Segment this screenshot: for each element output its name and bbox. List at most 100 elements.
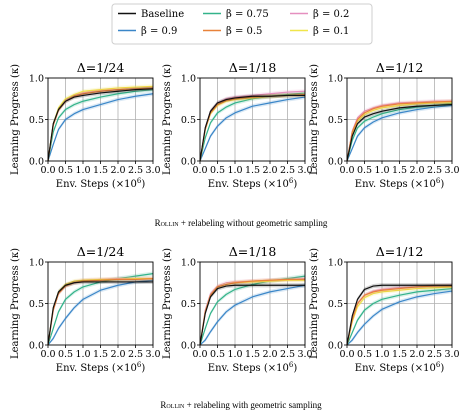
legend-label: β = 0.9	[141, 26, 177, 37]
series-line	[346, 285, 452, 346]
legend-entry: β = 0.5	[203, 26, 262, 37]
x-tick-label: 2.5	[280, 165, 295, 176]
caption-top: Rollin + relabeling without geometric sa…	[155, 218, 328, 228]
y-tick-label: 0.0	[29, 157, 44, 168]
x-tick-label: 2.0	[110, 165, 125, 176]
series-line	[346, 286, 453, 346]
x-axis-label-exp: 6	[436, 177, 441, 185]
series-line	[47, 93, 154, 162]
x-axis-label: Env. Steps (×106)	[56, 361, 146, 374]
x-tick-label: 3.0	[297, 165, 312, 176]
y-tick-label: 0.5	[29, 299, 44, 310]
x-axis-label: Env. Steps (×106)	[355, 177, 445, 190]
x-axis-label-end: )	[141, 179, 145, 190]
x-tick-label: 1.5	[392, 349, 407, 360]
caption-top-rest: + relabeling without geometric sampling	[179, 218, 328, 228]
series-line	[199, 96, 306, 162]
x-axis-label-end: )	[440, 363, 444, 374]
y-tick-label: 0.0	[328, 157, 343, 168]
y-axis-label: Learning Progress (κ)	[162, 248, 173, 359]
y-tick-label: 1.0	[29, 74, 44, 85]
x-tick-label: 0.5	[357, 165, 372, 176]
x-axis-label-main: Env. Steps (×10	[208, 179, 289, 190]
x-tick-label: 0.0	[192, 165, 207, 176]
series-line	[346, 103, 453, 162]
series-band	[200, 95, 305, 161]
x-tick-label: 1.5	[93, 349, 108, 360]
chart-panel: 0.0 0.5 1.0 1.5 2.0 2.5 3.00.00.51.0Δ=1/18Env.…	[162, 60, 313, 190]
series-band	[48, 91, 153, 161]
series-band	[347, 103, 452, 161]
x-tick-label: 0.0	[339, 165, 354, 176]
caption-bottom: Rollin + relabeling with geometric sampl…	[160, 400, 322, 410]
legend-label: β = 0.2	[313, 9, 349, 20]
x-tick-label: 2.5	[280, 349, 295, 360]
x-tick-label: 1.0	[227, 349, 242, 360]
x-axis-label-main: Env. Steps (×10	[355, 363, 436, 374]
series-band	[48, 271, 153, 345]
legend-label: Baseline	[141, 9, 184, 20]
x-tick-label: 2.0	[262, 165, 277, 176]
x-tick-label: 0.0	[40, 165, 55, 176]
x-tick-label: 1.5	[392, 165, 407, 176]
x-axis-label-exp: 6	[436, 361, 441, 369]
x-axis-label: Env. Steps (×106)	[355, 361, 445, 374]
x-axis-label-exp: 6	[137, 177, 142, 185]
y-axis-label: Learning Progress (κ)	[162, 64, 173, 175]
x-axis-label-exp: 6	[289, 361, 294, 369]
y-tick-label: 0.0	[328, 341, 343, 352]
x-axis-label-exp: 6	[137, 361, 142, 369]
x-axis-label: Env. Steps (×106)	[56, 177, 146, 190]
y-tick-label: 1.0	[181, 258, 196, 269]
y-axis-label: Learning Progress (κ)	[10, 64, 21, 175]
x-tick-label: 0.5	[58, 165, 73, 176]
y-tick-label: 0.5	[181, 115, 196, 126]
x-axis-label-end: )	[293, 179, 297, 190]
y-axis-label: Learning Progress (κ)	[309, 248, 320, 359]
x-tick-label: 1.5	[93, 165, 108, 176]
y-tick-label: 1.0	[328, 74, 343, 85]
y-tick-label: 0.5	[328, 299, 343, 310]
legend-label: β = 0.5	[226, 26, 262, 37]
chart-panel: 0.0 0.5 1.0 1.5 2.0 2.5 3.00.00.51.0Δ=1/24Env.…	[10, 244, 161, 374]
x-tick-label: 1.0	[75, 165, 90, 176]
series-line	[47, 273, 154, 346]
legend-entry: Baseline	[118, 9, 184, 20]
x-tick-label: 1.0	[374, 349, 389, 360]
x-tick-label: 1.0	[75, 349, 90, 360]
x-tick-label: 3.0	[444, 165, 459, 176]
x-tick-label: 0.5	[210, 349, 225, 360]
x-axis-label: Env. Steps (×106)	[208, 177, 298, 190]
x-tick-label: 0.5	[210, 165, 225, 176]
x-axis-label-main: Env. Steps (×10	[56, 179, 137, 190]
x-tick-label: 0.5	[357, 349, 372, 360]
legend-entry: β = 0.75	[203, 9, 269, 20]
chart-panel: 0.0 0.5 1.0 1.5 2.0 2.5 3.00.00.51.0Δ=1/18Env.…	[162, 244, 313, 374]
chart-panel: 0.0 0.5 1.0 1.5 2.0 2.5 3.00.00.51.0Δ=1/24Env.…	[10, 60, 161, 190]
x-axis-label-exp: 6	[289, 177, 294, 185]
chart-title: Δ=1/18	[229, 244, 277, 259]
legend-entry: β = 0.9	[118, 26, 177, 37]
x-axis-label-main: Env. Steps (×10	[208, 363, 289, 374]
y-tick-label: 1.0	[181, 74, 196, 85]
chart-title: Δ=1/12	[376, 244, 424, 259]
series-line	[346, 102, 452, 162]
caption-bottom-rest: + relabeling with geometric sampling	[184, 400, 322, 410]
chart-title: Δ=1/18	[229, 60, 277, 75]
series-band	[48, 87, 153, 161]
series-line	[199, 284, 305, 346]
legend-entry: β = 0.1	[290, 26, 349, 37]
series-line	[346, 284, 452, 346]
x-axis-label-end: )	[141, 363, 145, 374]
series-line	[47, 89, 154, 162]
series-band	[200, 283, 305, 345]
x-axis-label-main: Env. Steps (×10	[56, 363, 137, 374]
y-tick-label: 0.5	[181, 299, 196, 310]
x-tick-label: 0.5	[58, 349, 73, 360]
legend: Baseline β = 0.75 β = 0.2 β = 0.9 β = 0.5 β =…	[111, 3, 373, 45]
chart-title: Δ=1/24	[77, 244, 125, 259]
series-band	[200, 90, 305, 161]
y-tick-label: 0.0	[29, 341, 44, 352]
y-tick-label: 0.0	[181, 341, 196, 352]
